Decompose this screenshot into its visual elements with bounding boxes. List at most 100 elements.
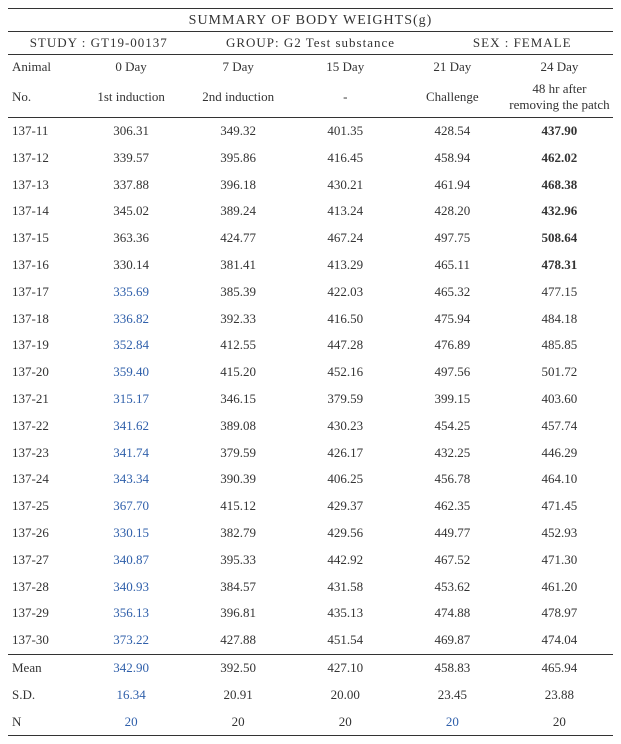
table-row: 137-24343.34390.39406.25456.78464.10 [8, 466, 613, 493]
weight-cell: 396.18 [185, 172, 292, 199]
weight-cell: 508.64 [506, 225, 613, 252]
animal-id: 137-23 [8, 440, 78, 467]
weight-cell: 462.02 [506, 145, 613, 172]
animal-id: 137-29 [8, 600, 78, 627]
weight-cell: 474.04 [506, 627, 613, 654]
weight-cell: 356.13 [78, 600, 185, 627]
weight-cell: 468.38 [506, 172, 613, 199]
animal-id: 137-28 [8, 574, 78, 601]
animal-id: 137-21 [8, 386, 78, 413]
animal-id: 137-14 [8, 198, 78, 225]
summary-cell: 23.45 [399, 682, 506, 709]
summary-label: Mean [8, 654, 78, 681]
weight-cell: 373.22 [78, 627, 185, 654]
weight-cell: 363.36 [78, 225, 185, 252]
table-row: 137-19352.84412.55447.28476.89485.85 [8, 332, 613, 359]
weight-cell: 395.33 [185, 547, 292, 574]
weight-cell: 432.25 [399, 440, 506, 467]
header-sub-1: 2nd induction [185, 78, 292, 118]
table-row: 137-12339.57395.86416.45458.94462.02 [8, 145, 613, 172]
weight-cell: 352.84 [78, 332, 185, 359]
weight-cell: 416.50 [292, 306, 399, 333]
weight-cell: 341.62 [78, 413, 185, 440]
weight-cell: 330.15 [78, 520, 185, 547]
weight-cell: 359.40 [78, 359, 185, 386]
header-animal-top: Animal [8, 55, 78, 78]
animal-id: 137-15 [8, 225, 78, 252]
summary-row: S.D.16.3420.9120.0023.4523.88 [8, 682, 613, 709]
weight-cell: 471.45 [506, 493, 613, 520]
weight-cell: 461.20 [506, 574, 613, 601]
weight-cell: 429.56 [292, 520, 399, 547]
animal-id: 137-27 [8, 547, 78, 574]
meta-study: STUDY : GT19-00137 [8, 35, 190, 51]
weight-cell: 413.29 [292, 252, 399, 279]
weight-cell: 451.54 [292, 627, 399, 654]
weight-cell: 446.29 [506, 440, 613, 467]
weight-cell: 476.89 [399, 332, 506, 359]
weight-cell: 389.24 [185, 198, 292, 225]
weight-cell: 389.08 [185, 413, 292, 440]
weight-cell: 349.32 [185, 118, 292, 145]
animal-id: 137-19 [8, 332, 78, 359]
animal-id: 137-25 [8, 493, 78, 520]
summary-cell: 23.88 [506, 682, 613, 709]
animal-id: 137-22 [8, 413, 78, 440]
animal-id: 137-17 [8, 279, 78, 306]
summary-cell: 342.90 [78, 654, 185, 681]
weight-cell: 336.82 [78, 306, 185, 333]
table-row: 137-23341.74379.59426.17432.25446.29 [8, 440, 613, 467]
weight-cell: 335.69 [78, 279, 185, 306]
weight-cell: 461.94 [399, 172, 506, 199]
weight-cell: 430.21 [292, 172, 399, 199]
weight-cell: 485.85 [506, 332, 613, 359]
table-row: 137-16330.14381.41413.29465.11478.31 [8, 252, 613, 279]
animal-id: 137-13 [8, 172, 78, 199]
weight-cell: 424.77 [185, 225, 292, 252]
summary-cell: 20.91 [185, 682, 292, 709]
table-row: 137-11306.31349.32401.35428.54437.90 [8, 118, 613, 145]
weight-cell: 406.25 [292, 466, 399, 493]
animal-id: 137-20 [8, 359, 78, 386]
header-sub-4: 48 hr after removing the patch [506, 78, 613, 118]
table-row: 137-29356.13396.81435.13474.88478.97 [8, 600, 613, 627]
weight-cell: 340.87 [78, 547, 185, 574]
weight-cell: 465.32 [399, 279, 506, 306]
weight-cell: 395.86 [185, 145, 292, 172]
table-row: 137-22341.62389.08430.23454.25457.74 [8, 413, 613, 440]
table-row: 137-21315.17346.15379.59399.15403.60 [8, 386, 613, 413]
weight-cell: 442.92 [292, 547, 399, 574]
weight-cell: 477.15 [506, 279, 613, 306]
weight-cell: 478.97 [506, 600, 613, 627]
weight-cell: 384.57 [185, 574, 292, 601]
weight-cell: 465.11 [399, 252, 506, 279]
header-animal-bottom: No. [8, 78, 78, 118]
weight-cell: 399.15 [399, 386, 506, 413]
weight-cell: 430.23 [292, 413, 399, 440]
table-row: 137-30373.22427.88451.54469.87474.04 [8, 627, 613, 654]
table-row: 137-17335.69385.39422.03465.32477.15 [8, 279, 613, 306]
summary-row: Mean342.90392.50427.10458.83465.94 [8, 654, 613, 681]
weight-cell: 341.74 [78, 440, 185, 467]
header-day-21: 21 Day [399, 55, 506, 78]
weight-cell: 385.39 [185, 279, 292, 306]
weight-cell: 452.93 [506, 520, 613, 547]
table-row: 137-26330.15382.79429.56449.77452.93 [8, 520, 613, 547]
weight-cell: 467.24 [292, 225, 399, 252]
weight-cell: 330.14 [78, 252, 185, 279]
table-row: 137-18336.82392.33416.50475.94484.18 [8, 306, 613, 333]
weight-cell: 390.39 [185, 466, 292, 493]
weight-cell: 458.94 [399, 145, 506, 172]
weight-cell: 343.34 [78, 466, 185, 493]
weight-cell: 379.59 [185, 440, 292, 467]
weight-cell: 429.37 [292, 493, 399, 520]
weight-cell: 431.58 [292, 574, 399, 601]
weight-cell: 422.03 [292, 279, 399, 306]
weight-cell: 346.15 [185, 386, 292, 413]
header-day-15: 15 Day [292, 55, 399, 78]
weight-cell: 452.16 [292, 359, 399, 386]
weight-cell: 471.30 [506, 547, 613, 574]
weight-cell: 469.87 [399, 627, 506, 654]
weight-cell: 381.41 [185, 252, 292, 279]
weight-cell: 416.45 [292, 145, 399, 172]
